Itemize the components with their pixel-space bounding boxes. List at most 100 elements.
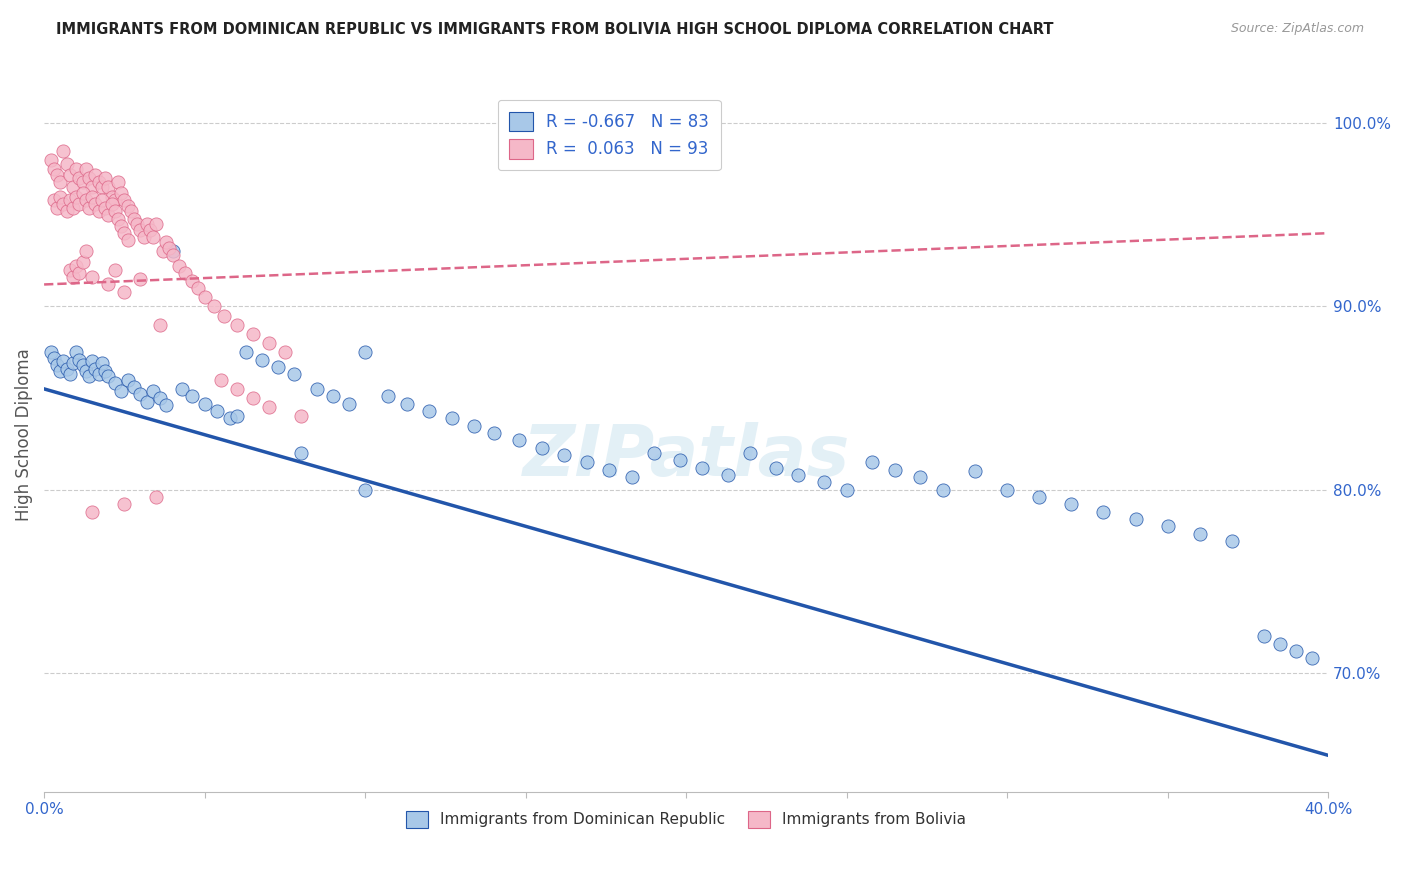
Point [174, 267, 197, 281]
Point [225, 409, 247, 424]
Point [219, 411, 242, 425]
Point [94, 171, 117, 186]
Point [112, 226, 135, 240]
Point [207, 404, 229, 418]
Point [157, 241, 180, 255]
Point [508, 433, 530, 447]
Point [94, 201, 117, 215]
Point [242, 326, 264, 341]
Point [377, 389, 399, 403]
Point [142, 384, 165, 398]
Point [110, 384, 132, 398]
Point [77, 201, 100, 215]
Point [290, 409, 312, 424]
Point [112, 497, 135, 511]
Point [202, 300, 225, 314]
Point [1220, 533, 1243, 548]
Point [235, 345, 257, 359]
Point [100, 197, 122, 211]
Point [860, 455, 883, 469]
Point [42, 193, 65, 207]
Point [910, 470, 932, 484]
Point [122, 211, 145, 226]
Point [75, 193, 97, 207]
Point [62, 180, 84, 194]
Point [813, 475, 835, 490]
Point [135, 217, 157, 231]
Point [194, 396, 217, 410]
Point [209, 373, 232, 387]
Point [87, 175, 110, 189]
Point [72, 255, 94, 269]
Point [84, 197, 107, 211]
Point [690, 460, 713, 475]
Point [145, 217, 167, 231]
Point [267, 359, 290, 374]
Point [787, 468, 810, 483]
Point [65, 162, 87, 177]
Point [75, 162, 97, 177]
Point [110, 219, 132, 233]
Point [194, 290, 217, 304]
Point [82, 270, 104, 285]
Point [94, 363, 117, 377]
Point [963, 464, 986, 478]
Point [107, 175, 129, 189]
Point [127, 217, 149, 231]
Point [765, 460, 787, 475]
Point [1301, 651, 1323, 665]
Point [283, 368, 305, 382]
Point [97, 277, 120, 292]
Point [112, 285, 135, 299]
Point [290, 446, 312, 460]
Point [82, 189, 104, 203]
Point [883, 462, 905, 476]
Point [180, 274, 202, 288]
Point [1188, 526, 1211, 541]
Point [62, 356, 84, 370]
Point [84, 168, 107, 182]
Point [142, 230, 165, 244]
Point [129, 222, 152, 236]
Point [995, 483, 1018, 497]
Point [740, 446, 762, 460]
Point [242, 391, 264, 405]
Point [97, 208, 120, 222]
Point [463, 418, 485, 433]
Point [110, 186, 132, 200]
Point [104, 204, 127, 219]
Point [67, 171, 90, 186]
Point [42, 162, 65, 177]
Point [440, 411, 463, 425]
Point [620, 470, 643, 484]
Point [77, 171, 100, 186]
Point [107, 211, 129, 226]
Point [120, 204, 142, 219]
Point [75, 363, 97, 377]
Point [155, 398, 177, 412]
Point [97, 369, 120, 384]
Point [82, 354, 104, 368]
Point [553, 448, 575, 462]
Point [46, 358, 69, 372]
Point [1285, 644, 1308, 658]
Text: ZIPatlas: ZIPatlas [523, 422, 849, 491]
Point [717, 468, 740, 483]
Point [87, 368, 110, 382]
Point [482, 425, 505, 440]
Point [90, 356, 112, 370]
Point [598, 462, 620, 476]
Point [1125, 512, 1147, 526]
Point [49, 175, 72, 189]
Point [104, 262, 127, 277]
Point [112, 193, 135, 207]
Point [67, 352, 90, 367]
Point [46, 201, 69, 215]
Point [100, 189, 122, 203]
Point [252, 352, 274, 367]
Text: Source: ZipAtlas.com: Source: ZipAtlas.com [1230, 22, 1364, 36]
Point [274, 345, 297, 359]
Point [117, 373, 139, 387]
Point [49, 363, 72, 377]
Point [55, 361, 77, 376]
